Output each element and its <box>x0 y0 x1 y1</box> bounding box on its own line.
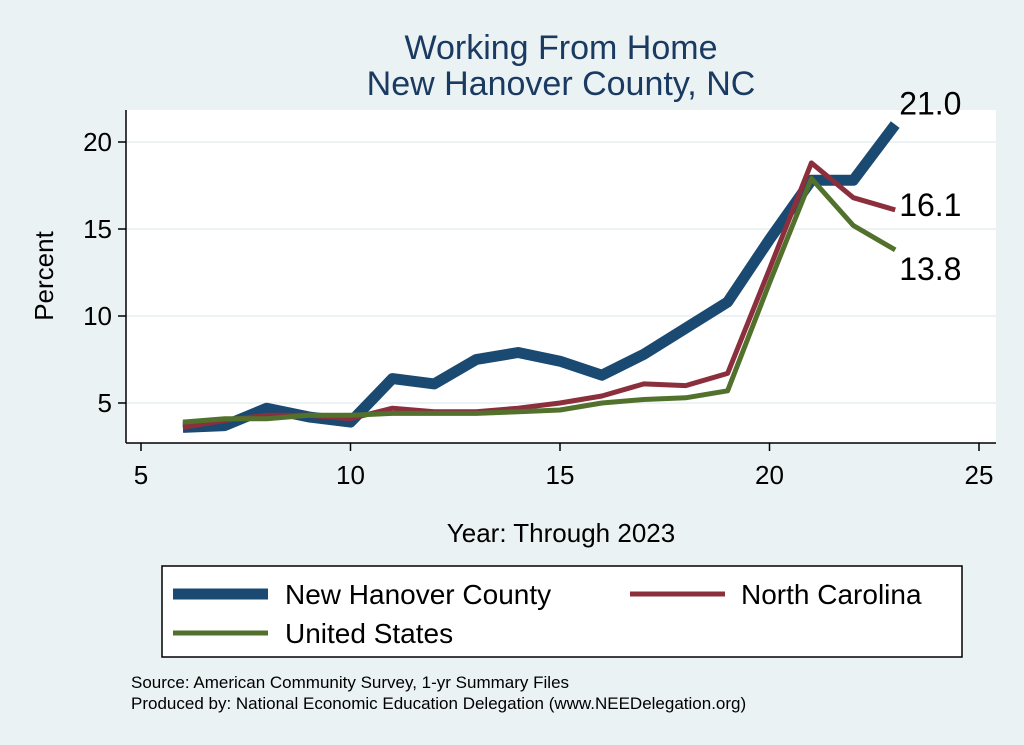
legend-item: New Hanover County <box>173 579 551 610</box>
source-note: Source: American Community Survey, 1-yr … <box>131 673 569 692</box>
legend-label: North Carolina <box>741 579 922 610</box>
legend-label: United States <box>285 618 453 649</box>
chart-subtitle: New Hanover County, NC <box>367 65 756 103</box>
series-line-united-states <box>182 176 897 425</box>
x-tick-label: 10 <box>336 460 365 490</box>
end-value-label: 13.8 <box>899 251 961 287</box>
end-value-label: 21.0 <box>899 86 961 122</box>
legend-item: United States <box>173 618 453 649</box>
x-tick-label: 20 <box>755 460 784 490</box>
chart-title: Working From Home <box>405 29 718 67</box>
x-tick-label: 15 <box>546 460 575 490</box>
y-tick-label: 10 <box>83 301 112 331</box>
end-value-label: 16.1 <box>899 187 961 223</box>
x-tick-label: 5 <box>134 460 148 490</box>
series-layer <box>182 121 900 433</box>
legend-item: North Carolina <box>630 579 922 610</box>
legend-label: New Hanover County <box>285 579 551 610</box>
end-label-layer: 21.0 16.1 13.8 <box>899 86 961 287</box>
axes-layer: 5 10 15 20 5 10 15 20 25 <box>83 110 996 490</box>
y-tick-label: 5 <box>98 388 112 418</box>
x-tick-label: 25 <box>965 460 994 490</box>
produced-note: Produced by: National Economic Education… <box>131 694 746 713</box>
plot-area <box>126 110 996 443</box>
y-tick-label: 20 <box>83 127 112 157</box>
legend: New Hanover County North Carolina United S… <box>173 579 922 649</box>
x-axis-title: Year: Through 2023 <box>447 518 675 548</box>
y-axis-title: Percent <box>29 230 59 320</box>
grid-layer <box>126 141 996 404</box>
y-tick-label: 15 <box>83 214 112 244</box>
legend-box <box>161 565 963 658</box>
